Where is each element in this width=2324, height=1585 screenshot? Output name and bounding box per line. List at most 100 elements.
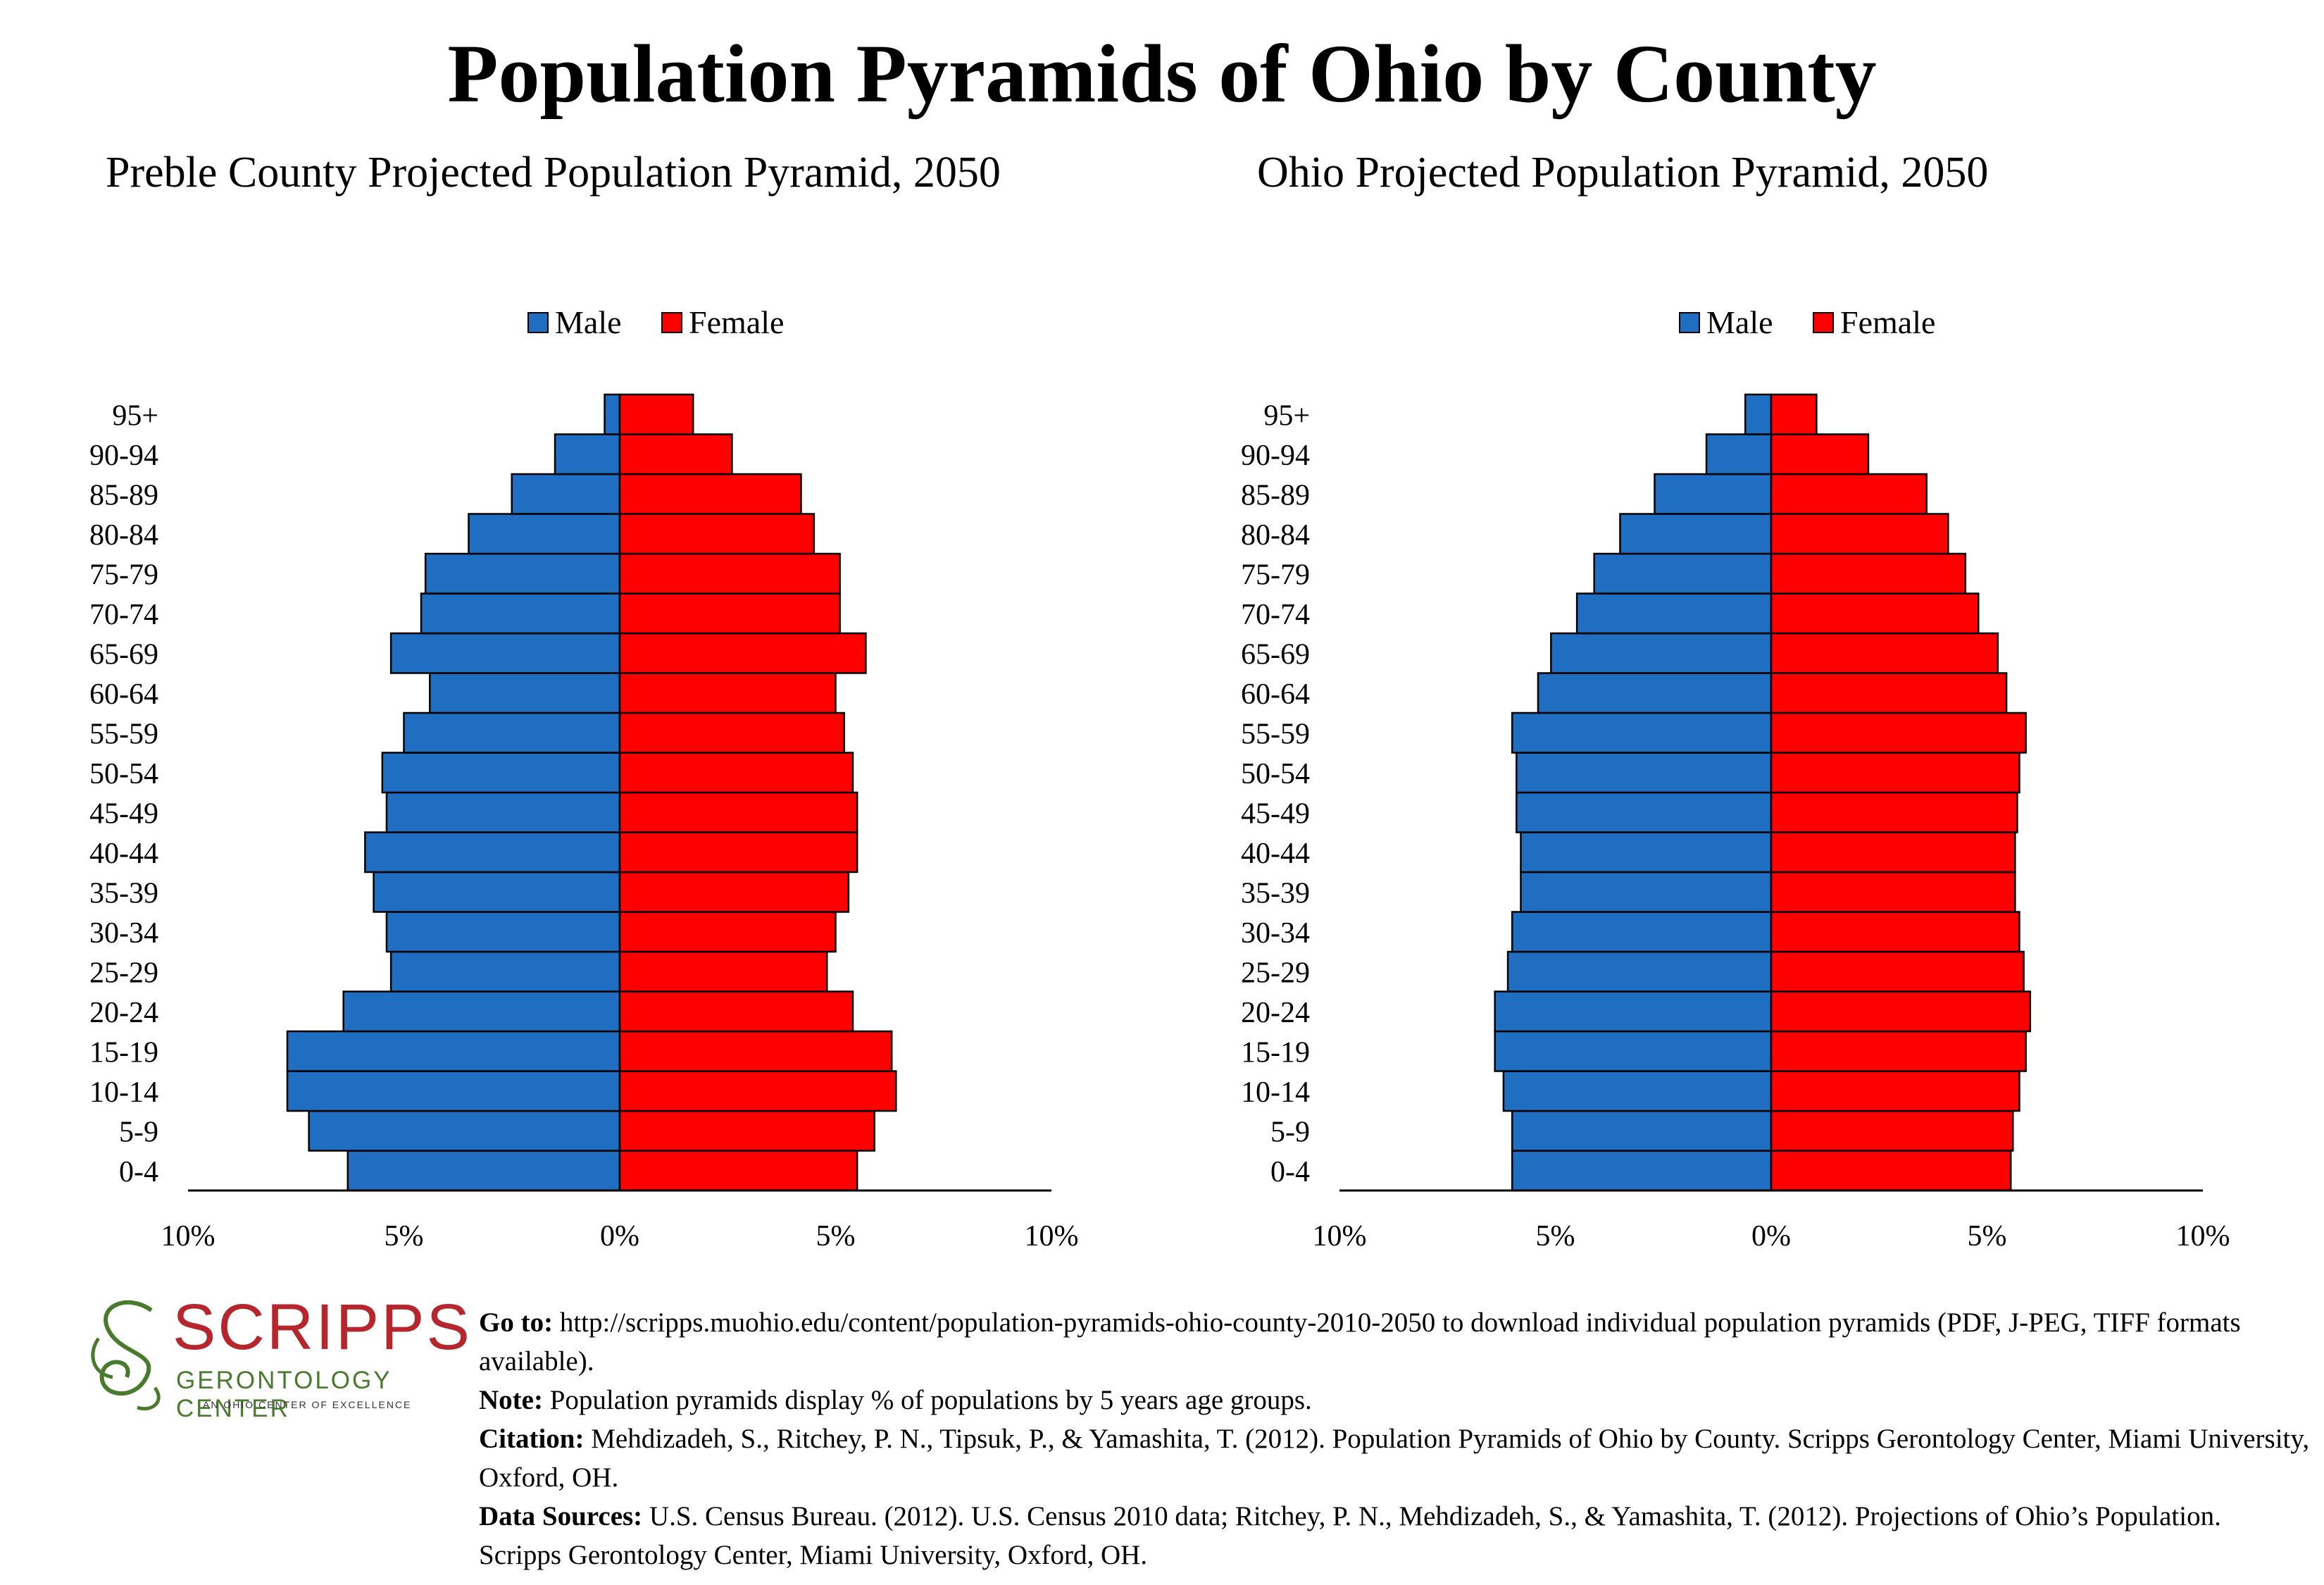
- female-bar-65-69: [1770, 632, 1999, 674]
- age-group-label: 10-14: [89, 1076, 158, 1109]
- legend-male-swatch: [1679, 312, 1700, 333]
- female-bar-45-49: [618, 791, 858, 833]
- female-bar-60-64: [1770, 672, 2008, 714]
- male-bar-35-39: [373, 871, 621, 913]
- age-group-label: 30-34: [1241, 917, 1310, 950]
- age-group-label: 5-9: [1270, 1116, 1310, 1148]
- female-bar-45-49: [1770, 791, 2018, 833]
- female-bar-25-29: [1770, 950, 2025, 993]
- age-group-label: 55-59: [89, 718, 158, 750]
- x-tick-label: 5%: [385, 1220, 424, 1253]
- male-bar-5-9: [308, 1110, 621, 1152]
- male-bar-10-14: [286, 1070, 621, 1112]
- goto-note: Go to: http://scripps.muohio.edu/content…: [479, 1303, 2310, 1381]
- age-group-label: 90-94: [1241, 440, 1310, 472]
- citation-label: Citation:: [479, 1424, 585, 1454]
- male-bar-5-9: [1511, 1110, 1773, 1152]
- male-bar-60-64: [429, 672, 621, 714]
- age-group-label: 95+: [112, 399, 158, 432]
- x-tick-label: 10%: [2176, 1220, 2230, 1253]
- male-bar-75-79: [1593, 552, 1773, 595]
- male-bar-0-4: [346, 1150, 621, 1192]
- female-bar-70-74: [618, 592, 841, 635]
- male-bar-70-74: [420, 592, 621, 635]
- age-group-label: 85-89: [1241, 479, 1310, 511]
- age-group-label: 75-79: [1241, 559, 1310, 591]
- male-bar-40-44: [364, 831, 621, 874]
- logo-tagline: AN OHIO CENTER OF EXCELLENCE: [203, 1399, 412, 1410]
- female-bar-85-89: [618, 473, 802, 515]
- chart-subtitle: Ohio Projected Population Pyramid, 2050: [1257, 149, 1988, 197]
- female-bar-90-94: [1770, 433, 1870, 476]
- sources-line: Data Sources: U.S. Census Bureau. (2012)…: [479, 1497, 2310, 1574]
- x-tick-label: 0%: [600, 1220, 639, 1253]
- female-bar-60-64: [618, 672, 837, 714]
- ohio-pyramid-chart: Ohio Projected Population Pyramid, 2050 M…: [1151, 141, 2313, 1268]
- legend-female-swatch: [1813, 312, 1834, 333]
- age-group-label: 20-24: [89, 997, 158, 1029]
- female-bar-75-79: [618, 552, 841, 595]
- age-group-label: 95+: [1263, 399, 1310, 432]
- age-group-label: 5-9: [119, 1116, 158, 1148]
- age-group-label: 20-24: [1241, 997, 1310, 1029]
- male-bar-30-34: [1511, 911, 1773, 953]
- female-bar-35-39: [618, 871, 850, 913]
- female-bar-95+: [1770, 393, 1818, 435]
- footer-notes: Go to: http://scripps.muohio.edu/content…: [479, 1303, 2310, 1574]
- age-group-label: 50-54: [1241, 758, 1310, 790]
- male-bar-35-39: [1520, 871, 1773, 913]
- age-group-label: 80-84: [89, 519, 158, 552]
- female-bar-20-24: [618, 990, 854, 1033]
- x-tick-label: 10%: [1313, 1220, 1367, 1253]
- male-bar-65-69: [389, 632, 621, 674]
- female-bar-30-34: [1770, 911, 2020, 953]
- legend-male-label: Male: [555, 304, 622, 340]
- female-bar-15-19: [1770, 1030, 2027, 1072]
- preble-pyramid-chart: Preble County Projected Population Pyram…: [0, 141, 1162, 1268]
- legend-female-swatch: [661, 312, 682, 333]
- legend-male-swatch: [527, 312, 549, 333]
- male-bar-75-79: [424, 552, 621, 595]
- scripps-swirl-icon: [91, 1300, 161, 1411]
- female-bar-25-29: [618, 950, 828, 993]
- female-bar-0-4: [618, 1150, 858, 1192]
- scripps-logo: SCRIPPS GERONTOLOGY CENTER AN OHIO CENTE…: [85, 1289, 479, 1422]
- male-bar-50-54: [381, 752, 621, 794]
- x-tick-label: 10%: [161, 1220, 215, 1253]
- x-tick-label: 5%: [1536, 1220, 1575, 1253]
- male-bar-45-49: [385, 791, 621, 833]
- legend-female-label: Female: [1840, 304, 1935, 340]
- female-bar-30-34: [618, 911, 837, 953]
- citation-text: Mehdizadeh, S., Ritchey, P. N., Tipsuk, …: [479, 1424, 2310, 1493]
- note-text: Population pyramids display % of populat…: [542, 1385, 1312, 1415]
- female-bar-80-84: [618, 513, 816, 555]
- age-group-label: 25-29: [89, 957, 158, 989]
- age-group-label: 45-49: [89, 797, 158, 830]
- male-bar-60-64: [1537, 672, 1773, 714]
- male-bar-15-19: [1494, 1030, 1773, 1072]
- citation-line: Citation: Mehdizadeh, S., Ritchey, P. N.…: [479, 1419, 2310, 1497]
- age-group-label: 10-14: [1241, 1076, 1310, 1109]
- female-bar-40-44: [618, 831, 858, 874]
- page-title: Population Pyramids of Ohio by County: [447, 27, 1877, 120]
- female-bar-0-4: [1770, 1150, 2012, 1192]
- age-group-label: 65-69: [1241, 638, 1310, 671]
- female-bar-95+: [618, 393, 694, 435]
- note-label: Note:: [479, 1385, 543, 1415]
- x-tick-label: 5%: [1968, 1220, 2007, 1253]
- chart-subtitle: Preble County Projected Population Pyram…: [106, 149, 1001, 197]
- male-bar-80-84: [468, 513, 621, 555]
- logo-wordmark: SCRIPPS: [173, 1291, 472, 1363]
- sources-label: Data Sources:: [479, 1501, 643, 1531]
- female-bar-10-14: [1770, 1070, 2020, 1112]
- male-bar-70-74: [1575, 592, 1773, 635]
- male-bar-15-19: [286, 1030, 621, 1072]
- female-bar-85-89: [1770, 473, 1928, 515]
- male-bar-65-69: [1550, 632, 1773, 674]
- male-bar-30-34: [385, 911, 621, 953]
- footer: SCRIPPS GERONTOLOGY CENTER AN OHIO CENTE…: [0, 1268, 2324, 1585]
- age-group-label: 35-39: [1241, 877, 1310, 909]
- sources-text: U.S. Census Bureau. (2012). U.S. Census …: [479, 1501, 2221, 1570]
- female-bar-20-24: [1770, 990, 2032, 1033]
- female-bar-75-79: [1770, 552, 1967, 595]
